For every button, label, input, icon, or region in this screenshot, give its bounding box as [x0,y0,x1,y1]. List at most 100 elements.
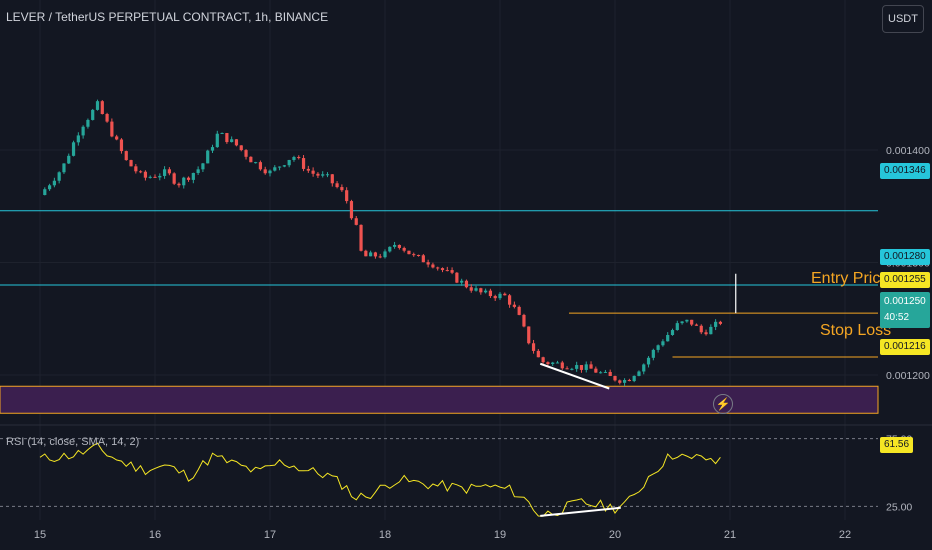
time-axis-label: 15 [34,529,46,541]
candle-body [373,252,378,257]
candle-body [431,264,435,268]
candle-body [685,319,689,322]
time-axis-label: 21 [724,529,736,541]
candle-body [450,270,454,273]
candle-body [531,343,536,351]
candle-body [354,218,358,225]
price-divergence-line [539,362,610,390]
price-axis-label: 0.001200 [886,370,930,382]
candle-body [301,158,306,169]
candle-body [560,362,564,369]
candle-countdown: 40:52 [884,312,910,323]
candle-body [191,172,195,180]
candle-body [718,321,723,324]
candle-body [589,364,593,369]
lightning-icon[interactable]: ⚡ [713,394,733,414]
candle-body [474,288,478,291]
candle-body [143,171,148,178]
candle-body [421,255,425,263]
rsi-axis-label: 25.00 [886,501,912,513]
candle-body [206,150,210,164]
demand-zone [0,385,879,414]
candle-body [388,246,392,252]
candle-body [124,151,128,161]
candle-body [627,379,631,382]
candle-body [220,133,224,135]
candle-body [579,365,584,370]
candle-body [440,268,445,271]
candle-body [76,135,80,143]
price-axis-label: 0.001400 [886,145,930,157]
candle-body [436,267,440,269]
candle-body [325,174,330,176]
candle-body [167,169,171,174]
stop-price-tag: 0.001216 [880,339,930,355]
candle-body [139,171,143,173]
candle-body [714,321,718,327]
candle-body [287,159,291,166]
candle-body [110,121,114,137]
candle-body [670,330,675,335]
candle-body [100,101,104,115]
candle-body [196,169,200,173]
candle-body [694,324,699,326]
candle-body [71,142,76,156]
candle-body [603,371,608,373]
candle-body [335,183,339,188]
candle-body [201,163,205,170]
candle-body [225,133,229,143]
candle-body [172,173,176,184]
currency-button[interactable]: USDT [882,5,924,33]
candle-body [546,362,550,365]
candle-body [210,147,215,151]
candle-body [297,157,301,159]
candle-body [249,156,253,163]
candle-body [498,293,502,299]
candle-body [292,157,296,160]
candle-body [86,119,90,127]
candle-body [651,349,655,358]
candle-body [57,172,61,181]
candle-body [153,176,157,178]
candle-body [239,145,243,151]
candle-body [412,254,416,256]
candle-body [254,162,258,164]
candle-body [517,306,521,315]
candle-body [62,163,66,173]
candle-body [642,364,646,372]
candle-body [646,357,651,365]
candle-body [244,150,248,157]
candle-body [565,368,569,370]
candle-body [618,380,622,383]
candle-body [675,323,679,331]
candle-body [95,101,100,110]
candle-body [311,170,315,174]
candle-body [43,189,47,195]
candle-body [479,288,483,293]
candle-body [383,251,387,258]
time-axis-label: 16 [149,529,161,541]
candle-body [608,371,612,377]
candle-body [105,114,109,122]
candle-body [230,139,234,143]
candle-body [426,262,430,265]
candle-body [359,224,363,251]
candle-body [594,368,598,373]
candle-body [493,296,497,299]
candle-body [349,201,354,219]
current-price-value: 0.001250 [884,296,926,307]
candle-body [460,280,464,283]
entry-price-tag: 0.001255 [880,272,930,288]
candle-body [392,244,397,247]
rsi-title: RSI (14, close, SMA, 14, 2) [6,436,140,448]
candle-body [637,371,641,376]
candle-body [119,139,124,152]
candle-body [541,357,545,363]
candle-body [416,254,421,256]
candle-body [397,244,401,248]
candle-body [115,136,119,140]
candle-body [162,169,167,176]
candle-body [484,290,488,293]
